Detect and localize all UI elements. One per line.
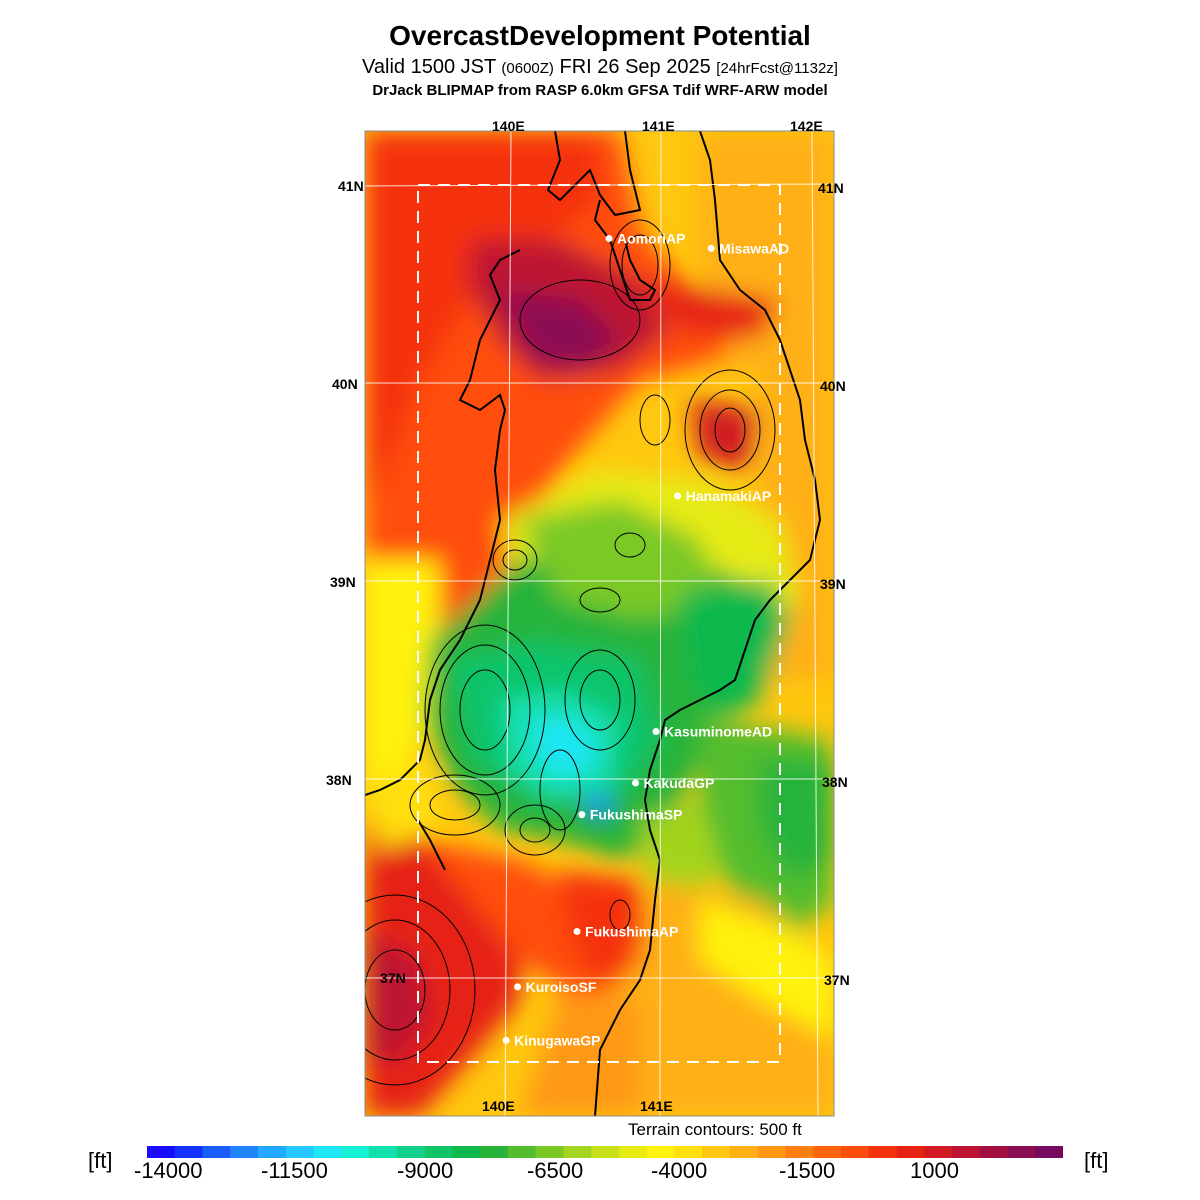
colorbar-swatch	[341, 1146, 370, 1158]
colorbar-swatch	[813, 1146, 842, 1158]
station-dot	[707, 244, 715, 252]
map-frame	[364, 130, 835, 1117]
graticule	[364, 130, 835, 1117]
station-markers: AomoriAP MisawaAD HanamakiAP KasuminomeAD Ka…	[502, 230, 789, 1048]
lat-label-left-37n: 37N	[380, 970, 406, 986]
station-dot	[502, 1036, 510, 1044]
valid-time-zulu: (0600Z)	[501, 60, 554, 77]
station-dot	[674, 492, 682, 500]
colorbar-swatch	[285, 1146, 315, 1158]
station-label: AomoriAP	[617, 230, 685, 246]
lat-label-right-40n: 40N	[820, 378, 846, 394]
station-label: FukushimaSP	[590, 807, 683, 823]
colorbar-swatch	[840, 1146, 870, 1158]
colorbar-swatch	[230, 1146, 259, 1158]
valid-date: FRI 26 Sep 2025	[559, 56, 711, 78]
colorbar-swatch	[202, 1146, 231, 1158]
station-label: HanamakiAP	[686, 488, 772, 504]
station-dot	[573, 927, 581, 935]
lat-label-left-40n: 40N	[332, 376, 358, 392]
colorbar-swatch	[480, 1146, 509, 1158]
colorbar-swatch	[618, 1146, 648, 1158]
colorbar-swatch	[174, 1146, 204, 1158]
terrain-contour-note: Terrain contours: 500 ft	[628, 1120, 802, 1139]
colorbar-swatch	[868, 1146, 897, 1158]
colorbar-unit-right: [ft]	[1084, 1148, 1109, 1173]
inner-domain-box	[417, 184, 781, 1063]
colorbar-swatch	[563, 1146, 592, 1158]
station-dot	[632, 779, 640, 787]
colorbar-swatch	[896, 1146, 925, 1158]
chart-title: OvercastDevelopment Potential	[389, 20, 811, 51]
colorbar-tick-label: -1500	[779, 1158, 836, 1183]
colorbar-unit-left: [ft]	[88, 1148, 113, 1173]
colorbar-swatch	[313, 1146, 342, 1158]
colorbar-swatch	[757, 1146, 786, 1158]
colorbar-swatch	[452, 1146, 481, 1158]
lat-label-right-39n: 39N	[820, 576, 846, 592]
colorbar-swatch	[147, 1146, 176, 1158]
shading-field	[365, 131, 834, 1116]
colorbar-swatch	[785, 1146, 814, 1158]
station-dot	[605, 234, 613, 242]
colorbar-swatch	[258, 1146, 287, 1158]
lat-label-left-39n: 39N	[330, 574, 356, 590]
colorbar-tick-label: -9000	[397, 1158, 454, 1183]
station-dot	[514, 983, 522, 991]
station-label: KakudaGP	[644, 775, 715, 791]
lon-label-top-142e: 142E	[790, 118, 823, 134]
colorbar	[147, 1146, 1063, 1158]
colorbar-swatch	[396, 1146, 426, 1158]
station-dot	[578, 811, 586, 819]
model-line: DrJack BLIPMAP from RASP 6.0km GFSA Tdif…	[372, 82, 828, 99]
station-label: FukushimaAP	[585, 923, 678, 939]
colorbar-tick-label: -4000	[651, 1158, 708, 1183]
colorbar-swatch	[729, 1146, 759, 1158]
station-label: KasuminomeAD	[664, 723, 772, 739]
colorbar-swatch	[1007, 1146, 1036, 1158]
colorbar-swatch	[1035, 1146, 1063, 1158]
colorbar-swatch	[424, 1146, 453, 1158]
colorbar-swatch	[535, 1146, 564, 1158]
colorbar-swatch	[507, 1146, 537, 1158]
station-dot	[652, 727, 660, 735]
lat-label-right-37n: 37N	[824, 972, 850, 988]
lon-label-bottom-140e: 140E	[482, 1098, 515, 1114]
lat-label-right-38n: 38N	[822, 774, 848, 790]
colorbar-swatch	[979, 1146, 1008, 1158]
coastline	[365, 131, 822, 1116]
station-label: KuroisoSF	[526, 979, 597, 995]
colorbar-tick-label: 1000	[910, 1158, 959, 1183]
valid-time-line: Valid 1500 JST (0600Z) FRI 26 Sep 2025 […	[0, 56, 1200, 79]
colorbar-tick-label: -6500	[527, 1158, 584, 1183]
colorbar-swatch	[951, 1146, 981, 1158]
colorbar-swatch	[591, 1146, 620, 1158]
forecast-run: [24hrFcst@1132z]	[716, 60, 838, 77]
colorbar-tick-label: -14000	[134, 1158, 203, 1183]
valid-time: Valid 1500 JST	[362, 56, 496, 78]
colorbar-swatch	[924, 1146, 953, 1158]
lat-label-left-41n: 41N	[338, 178, 364, 194]
lon-label-top-140e: 140E	[492, 118, 525, 134]
lon-label-bottom-141e: 141E	[640, 1098, 673, 1114]
lat-label-right-41n: 41N	[818, 180, 844, 196]
colorbar-swatch	[646, 1146, 675, 1158]
colorbar-swatch	[702, 1146, 731, 1158]
colorbar-tick-label: -11500	[261, 1158, 328, 1183]
station-label: MisawaAD	[719, 240, 789, 256]
station-label: KinugawaGP	[514, 1032, 600, 1048]
lat-label-left-38n: 38N	[326, 772, 352, 788]
colorbar-swatch	[369, 1146, 398, 1158]
terrain-contours	[365, 219, 776, 1086]
colorbar-swatch	[674, 1146, 703, 1158]
lon-label-top-141e: 141E	[642, 118, 675, 134]
